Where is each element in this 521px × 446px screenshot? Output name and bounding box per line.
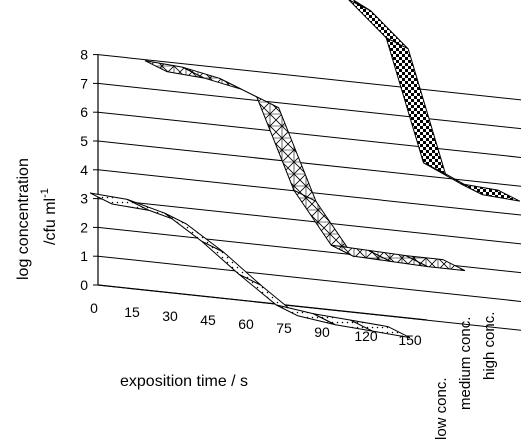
x-tick-label: 60 (238, 316, 254, 332)
y-tick-label: 3 (80, 191, 88, 207)
x-axis-line (97, 284, 428, 321)
x-tick-label: 75 (276, 320, 292, 336)
x-tick-label: 15 (124, 304, 140, 320)
y-axis-title-line2: /cfu ml (42, 198, 59, 245)
axes (93, 54, 428, 321)
series-label: medium conc. (457, 317, 474, 410)
y-axis-title-line1: log concentration (15, 158, 32, 280)
series-ribbon (89, 192, 411, 339)
gridline (97, 111, 521, 158)
ribbon-segment (164, 212, 225, 253)
ribbon-segment (201, 240, 262, 286)
series-label: high conc. (481, 312, 498, 380)
gridline (97, 54, 521, 101)
ribbon-segment (255, 95, 317, 203)
x-tick-label: 90 (314, 324, 330, 340)
x-tick-label: 45 (200, 312, 216, 328)
x-tick-label: 0 (90, 300, 98, 316)
ribbon-segment (348, 0, 409, 50)
x-tick-label: 150 (398, 332, 422, 348)
y-axis-title-superscript: -1 (39, 188, 51, 198)
series-label: low conc. (433, 377, 450, 440)
x-axis-title: exposition time / s (120, 373, 248, 390)
ribbon-segment (292, 189, 355, 258)
ribbon-segment (89, 192, 150, 211)
y-tick-label: 1 (80, 248, 88, 264)
y-tick-label: 8 (80, 47, 88, 63)
y-axis-title: log concentration (15, 158, 32, 280)
ribbon-segment (385, 36, 447, 175)
series-ribbon (144, 60, 466, 272)
ribbons (89, 0, 521, 339)
ribbon-segment (405, 255, 466, 272)
ribbon-segment (350, 319, 411, 339)
gridline (97, 82, 521, 130)
y-tick-label: 0 (80, 277, 88, 293)
y-tick-label: 4 (80, 162, 88, 178)
x-tick-label: 120 (354, 328, 378, 344)
labels: log concentration /cfu ml-1 exposition t… (15, 47, 498, 440)
series-ribbon (348, 0, 521, 202)
gridline (97, 198, 521, 245)
gridline (97, 255, 521, 302)
y-axis-title-units: /cfu ml-1 (39, 188, 59, 245)
ribbon-segment (460, 183, 521, 202)
y-tick-label: 2 (80, 219, 88, 235)
ribbon-segment (182, 66, 242, 90)
y-tick-label: 7 (80, 75, 88, 91)
x-tick-label: 30 (162, 308, 178, 324)
y-tick-label: 5 (80, 133, 88, 149)
gridline (97, 140, 521, 187)
y-tick-label: 6 (80, 104, 88, 120)
